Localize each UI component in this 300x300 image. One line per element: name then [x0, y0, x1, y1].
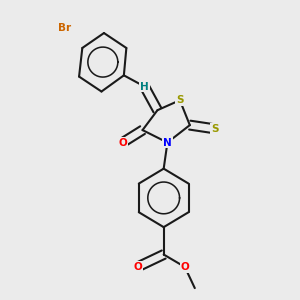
Text: S: S [211, 124, 218, 134]
Text: N: N [163, 137, 172, 148]
Text: H: H [140, 82, 149, 92]
Text: O: O [118, 137, 127, 148]
Text: O: O [181, 262, 189, 272]
Text: O: O [133, 262, 142, 272]
Text: Br: Br [58, 23, 71, 33]
Text: S: S [176, 95, 184, 105]
